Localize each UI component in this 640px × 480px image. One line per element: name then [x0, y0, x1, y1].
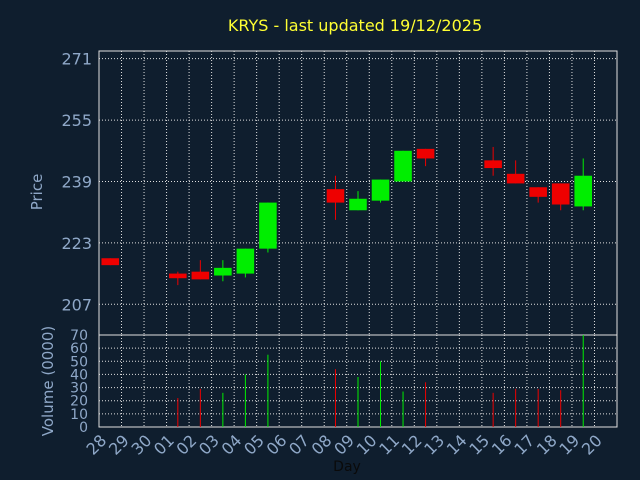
price-tick-label: 207 [61, 295, 92, 314]
candles [101, 146, 593, 286]
candle-body [349, 198, 367, 211]
volume-tick-label: 0 [79, 420, 88, 436]
x-axis-label: Day [333, 459, 361, 475]
candle [214, 260, 232, 282]
candle [326, 175, 345, 220]
chart-title: KRYS - last updated 19/12/2025 [228, 16, 482, 35]
volume-tick-label: 60 [70, 341, 88, 357]
candle-body [484, 160, 502, 169]
candle [574, 158, 593, 211]
candle [236, 248, 255, 278]
candle [416, 148, 435, 167]
candle [101, 258, 120, 266]
candle-body [101, 258, 120, 266]
price-tick-label: 271 [61, 50, 92, 69]
candle [349, 191, 367, 211]
candle-body [259, 202, 277, 249]
price-axis-ticks: 271 255 239 223 207 [61, 50, 92, 315]
candle-body [169, 273, 187, 279]
candle [169, 271, 187, 286]
candle-body [529, 187, 547, 197]
price-tick-label: 255 [61, 111, 92, 130]
price-panel-grid [99, 51, 617, 335]
price-tick-label: 223 [61, 234, 92, 253]
candle [259, 202, 277, 253]
price-axis-label: Price [28, 174, 46, 211]
candle [529, 187, 547, 203]
volume-tick-label: 30 [70, 381, 88, 397]
candle [506, 160, 525, 184]
volume-tick-label: 20 [70, 394, 88, 410]
candle [191, 260, 210, 280]
candle-body [551, 183, 570, 205]
candle [394, 150, 412, 182]
candle [371, 179, 390, 203]
candle-body [506, 173, 525, 184]
candle-body [394, 150, 412, 182]
candle-body [326, 189, 345, 203]
volume-tick-label: 10 [70, 407, 88, 423]
price-tick-label: 239 [61, 172, 92, 191]
candle [551, 183, 570, 211]
candle [484, 146, 502, 176]
volume-tick-label: 50 [70, 354, 88, 370]
volume-bars [177, 335, 584, 427]
x-tick-label: 20 [578, 431, 606, 459]
volume-axis-label: Volume (0000) [39, 326, 57, 436]
x-axis-ticks: 2829300102030405060708091011121314151617… [82, 431, 605, 459]
candle-body [191, 271, 210, 280]
candle-body [236, 248, 255, 274]
candle-body [416, 148, 435, 159]
candle-body [574, 175, 593, 207]
candle-body [214, 267, 232, 276]
volume-tick-label: 40 [70, 367, 88, 383]
candle-body [371, 179, 390, 201]
volume-tick-label: 70 [70, 328, 88, 344]
